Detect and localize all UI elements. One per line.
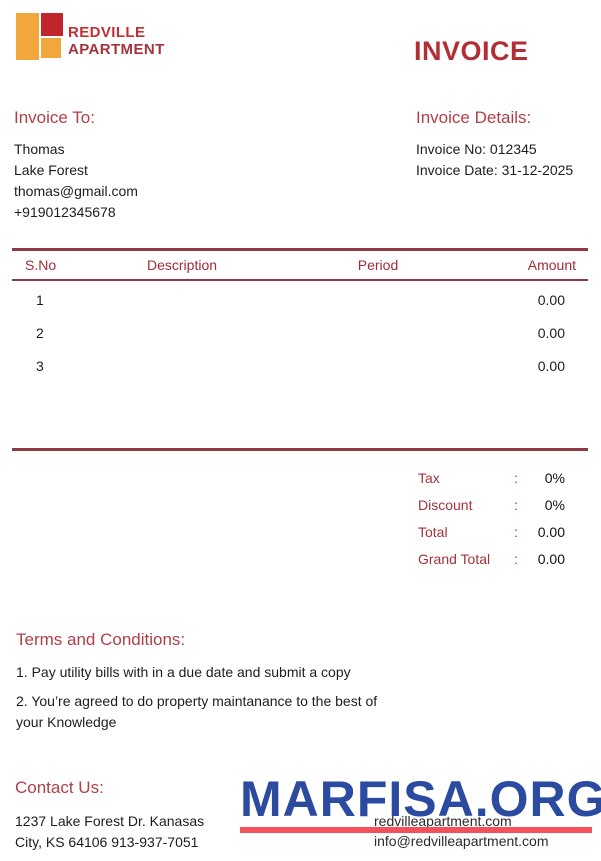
table-row: 2 0.00: [12, 316, 588, 349]
table-row: 3 0.00: [12, 349, 588, 382]
company-logo-icon: [16, 13, 64, 60]
footer-links: redvilleapartment.com info@redvilleapart…: [374, 811, 549, 851]
logo-red-square: [41, 13, 63, 36]
company-name-line1: REDVILLE: [68, 24, 146, 41]
invoice-to-heading: Invoice To:: [14, 108, 95, 127]
terms-heading: Terms and Conditions:: [16, 630, 186, 649]
company-name-line2: APARTMENT: [68, 41, 165, 58]
total-colon: :: [514, 523, 518, 540]
total-value: 0%: [544, 496, 565, 513]
invoice-details-section: Invoice Details: Invoice No: 012345 Invo…: [416, 108, 573, 181]
contact-address-line2: City, KS 64106 913-937-7051: [15, 834, 199, 850]
customer-name: Thomas: [14, 141, 65, 157]
invoice-details-heading: Invoice Details:: [416, 108, 532, 127]
company-name: REDVILLE APARTMENT: [68, 24, 165, 58]
total-label: Tax: [418, 469, 440, 486]
terms-section: Terms and Conditions: 1. Pay utility bil…: [16, 630, 396, 741]
contact-section: Contact Us: 1237 Lake Forest Dr. Kanasas…: [15, 778, 204, 853]
logo-orange-bar: [16, 13, 39, 60]
footer-website: redvilleapartment.com: [374, 813, 512, 829]
watermark: MARFISA.ORG: [240, 774, 601, 833]
cell-amount: 0.00: [537, 357, 565, 374]
total-value: 0.00: [537, 523, 565, 540]
terms-item: 1. Pay utility bills with in a due date …: [16, 664, 351, 680]
header-description: Description: [146, 257, 218, 273]
total-row-total: Total : 0.00: [418, 518, 565, 545]
items-table: S.No Description Period Amount 1 0.00 2 …: [12, 248, 588, 382]
watermark-underline: [240, 827, 592, 833]
table-row: 1 0.00: [12, 283, 588, 316]
cell-amount: 0.00: [537, 291, 565, 308]
total-row-tax: Tax : 0%: [418, 464, 565, 491]
invoice-to-section: Invoice To: Thomas Lake Forest thomas@gm…: [14, 108, 138, 223]
total-colon: :: [514, 469, 518, 486]
total-colon: :: [514, 496, 518, 513]
total-colon: :: [514, 550, 518, 567]
customer-address: Lake Forest: [14, 162, 88, 178]
cell-sno: 2: [36, 324, 44, 341]
contact-address-line1: 1237 Lake Forest Dr. Kanasas: [15, 813, 205, 829]
contact-heading: Contact Us:: [15, 778, 104, 797]
total-label: Grand Total: [418, 550, 491, 567]
totals-section: Tax : 0% Discount : 0% Total : 0.00 Gran…: [418, 464, 565, 572]
totals-divider-rule: [12, 448, 588, 451]
header-period: Period: [357, 257, 399, 273]
watermark-text: MARFISA.ORG: [240, 771, 601, 827]
total-value: 0.00: [537, 550, 565, 567]
total-label: Total: [418, 523, 448, 540]
invoice-date: Invoice Date: 31-12-2025: [416, 162, 574, 178]
header-sno: S.No: [25, 257, 57, 273]
total-row-grand-total: Grand Total : 0.00: [418, 545, 565, 572]
total-value: 0%: [544, 469, 565, 486]
table-top-rule: [12, 248, 588, 251]
cell-sno: 3: [36, 357, 44, 374]
table-body: 1 0.00 2 0.00 3 0.00: [12, 281, 588, 382]
footer-email: info@redvilleapartment.com: [374, 833, 549, 849]
cell-amount: 0.00: [537, 324, 565, 341]
customer-email: thomas@gmail.com: [14, 183, 138, 199]
table-header-row: S.No Description Period Amount: [12, 251, 588, 281]
cell-sno: 1: [36, 291, 44, 308]
customer-phone: +919012345678: [14, 204, 116, 220]
invoice-number: Invoice No: 012345: [416, 141, 537, 157]
total-label: Discount: [418, 496, 473, 513]
terms-item: 2. You’re agreed to do property maintana…: [16, 693, 378, 730]
header-amount: Amount: [527, 257, 576, 273]
total-row-discount: Discount : 0%: [418, 491, 565, 518]
logo-orange-square: [41, 38, 61, 58]
invoice-title: INVOICE: [414, 36, 529, 66]
